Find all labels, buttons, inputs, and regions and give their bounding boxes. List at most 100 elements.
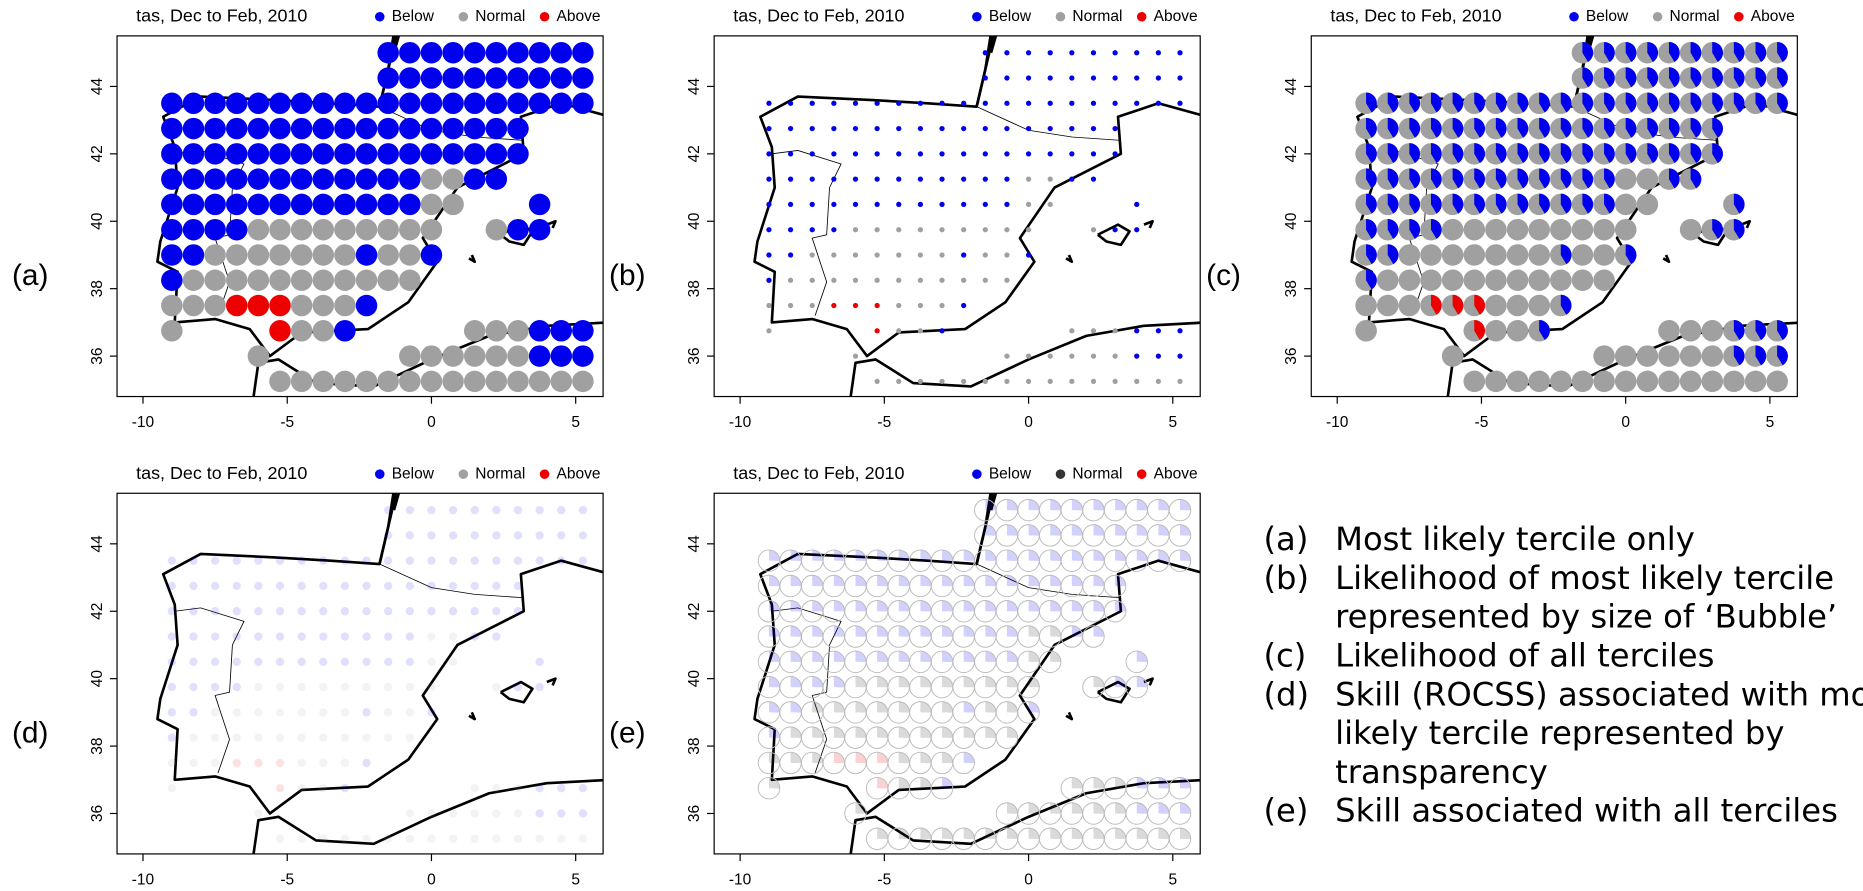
pie [1506,269,1529,291]
pie-wedge [1604,244,1615,265]
bubble [1004,277,1010,283]
skill-pie [844,650,867,674]
pie [1528,143,1550,165]
pie-wedge [1366,294,1377,315]
pie [1485,269,1507,291]
pie-wedge [942,549,953,561]
pie-wedge [1712,218,1723,239]
pie-wedge [833,752,845,764]
x-tick-label: 5 [1168,871,1177,888]
y-tick-label: 36 [89,805,106,822]
y-tick-label: 40 [89,212,106,230]
bubble [1090,378,1097,384]
pie-wedge [1604,193,1615,214]
pie-wedge [768,726,780,738]
tercile-dot [161,168,183,190]
tercile-dot [312,143,335,165]
pie-wedge [1387,117,1399,138]
skill-pie [909,650,932,674]
pie-wedge [790,752,802,764]
transparent-dot [254,758,263,768]
bubble [917,378,924,384]
pie-wedge [1158,499,1170,511]
tercile-dot [399,193,421,216]
bubble [1155,50,1162,56]
pie-wedge [1366,117,1377,138]
tercile-dot [507,41,529,64]
pie-wedge [985,600,997,612]
bubble [917,201,924,208]
pie [1355,143,1377,165]
pie-wedge [855,625,867,637]
tercile-dot [399,244,421,266]
tercile-dot [507,370,529,393]
pie [1658,143,1680,165]
pie-wedge [1712,117,1723,138]
pie [1550,92,1572,115]
pie-wedge [942,752,953,764]
tercile-dot [312,269,335,291]
pie [1550,244,1572,266]
skill-pie [995,498,1019,522]
transparent-dot [275,632,285,641]
plot-frame [116,35,604,398]
pie [1636,345,1659,367]
skill-pie [909,625,932,648]
pie-wedge [1115,575,1126,587]
pie [1506,370,1529,393]
border-line [379,563,524,599]
pie-wedge [1387,218,1399,239]
tercile-dot [485,92,508,115]
skill-pie [779,701,802,724]
tercile-dot [269,117,291,140]
bubble [809,201,815,208]
pie [1550,218,1572,241]
skill-pie [1103,498,1127,522]
transparent-dot [405,733,414,742]
transparent-dot [427,809,436,818]
legend-label: Normal [1670,8,1720,25]
skill-pie [757,701,781,724]
y-tick-label: 44 [1283,77,1300,95]
bubble [917,176,924,182]
pie [1506,294,1529,317]
tercile-dot [507,117,529,140]
pie-wedge [1517,244,1529,265]
pie-wedge [855,752,867,764]
coastline [975,35,995,107]
tercile-dot [420,370,443,393]
tercile-dot [334,320,356,342]
skill-pie [909,751,932,775]
y-tick-label: 40 [1283,212,1300,230]
transparent-dot [470,809,479,818]
panel-label: (e) [609,716,645,749]
pie-wedge [963,575,975,587]
bubble [831,201,837,208]
tercile-dot [399,269,421,291]
bubble [1112,353,1118,359]
bubble [766,302,772,309]
bubble [1069,125,1075,132]
pie [1485,193,1507,216]
bubble [1069,100,1075,106]
pie [1506,143,1529,165]
tercile-dot [420,193,443,216]
transparent-dot [210,607,220,616]
pie [1441,143,1464,165]
pie [1571,168,1594,190]
skill-pie [1103,802,1127,825]
pie-wedge [942,600,953,612]
tercile-dot [355,117,378,140]
tercile-dot [204,269,226,291]
transparent-dot [189,733,198,742]
pie [1766,370,1788,393]
pie-wedge [1625,41,1637,62]
bubble [961,100,967,106]
skill-pie [1017,827,1040,850]
pie [1614,370,1637,393]
pie-wedge [1409,218,1421,239]
pie-wedge [1733,41,1745,62]
tercile-dot [377,269,399,291]
pie-wedge [1071,499,1083,511]
pie-wedge [1136,499,1148,511]
